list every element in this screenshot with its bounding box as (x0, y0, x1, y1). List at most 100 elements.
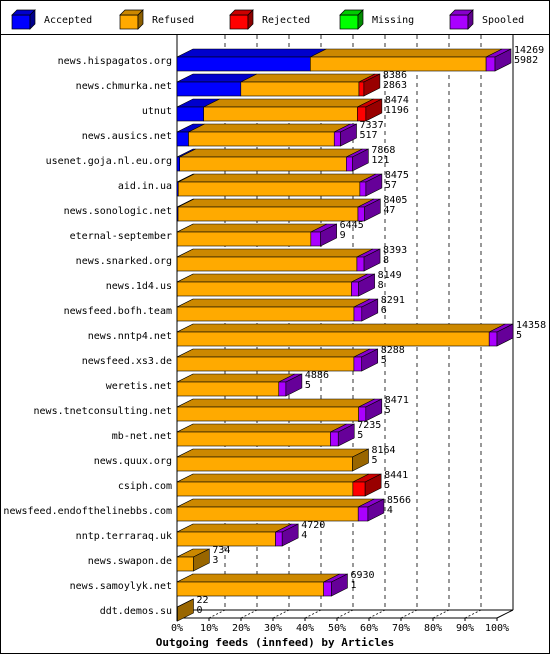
bar-refused-weretis-net-top (176, 373, 295, 383)
bar-refused-newsfeed-endofthelinebbs-com-top (176, 498, 375, 508)
category-label-news-quux-org: news.quux.org (94, 456, 172, 467)
bar-refused-news-sonologic-net (177, 206, 359, 222)
bar-rejected-utnut-side (365, 98, 383, 122)
x-tick-label-9: 90% (456, 623, 474, 634)
value-label-accepted-news-nntp4-net: 5 (516, 330, 522, 341)
bar-refused-ddt-demos-su-side (177, 598, 194, 622)
bar-accepted-news-hispagatos-org (176, 56, 311, 72)
bar-spooled-news-tnetconsulting-net (358, 406, 367, 422)
value-label-offered-newsfeed-bofh-team: 8291 (381, 295, 405, 306)
bar-refused-news-ausics-net (188, 131, 335, 147)
bar-refused-news-tnetconsulting-net (176, 406, 359, 422)
bar-refused-news-chmurka-net (240, 81, 360, 97)
legend-label-rejected: Rejected (262, 15, 310, 26)
bar-spooled-news-samoylyk-net (323, 581, 332, 597)
category-label-news-swapon-de: news.swapon.de (88, 556, 172, 567)
bar-refused-news-1d4-us (176, 281, 352, 297)
x-tick-label-4: 40% (296, 623, 314, 634)
category-label-news-1d4-us: news.1d4.us (106, 281, 172, 292)
bar-spooled-aid-in-ua-side (365, 173, 383, 197)
grid-floor-70 (400, 609, 418, 619)
x-tick-label-5: 50% (328, 623, 346, 634)
legend-swatch-accepted (11, 14, 31, 30)
bar-refused-weretis-net (176, 381, 280, 397)
category-label-eternal-september: eternal-september (70, 231, 172, 242)
bar-refused-news-samoylyk-net (176, 581, 324, 597)
bar-refused-aid-in-ua-top (178, 173, 377, 183)
bar-refused-news-quux-org-top (176, 448, 369, 458)
bar-refused-news-sonologic-net-top (177, 198, 375, 208)
value-label-accepted-nntp-terraraq-uk: 4 (301, 530, 307, 541)
bar-refused-utnut-top (203, 98, 374, 108)
grid-floor-40 (304, 609, 322, 619)
bar-refused-news-nntp4-net (176, 331, 490, 347)
bar-spooled-mb-net-net-side (337, 423, 355, 447)
bar-refused-news-snarked-org (176, 256, 358, 272)
value-label-accepted-news-tnetconsulting-net: 5 (385, 405, 391, 416)
category-label-weretis-net: weretis.net (106, 381, 172, 392)
value-label-offered-nntp-terraraq-uk: 4720 (301, 520, 325, 531)
x-tick-label-1: 10% (200, 623, 218, 634)
bar-refused-news-quux-org-side (352, 448, 369, 472)
x-axis-label: Outgoing feeds (innfeed) by Articles (156, 636, 394, 649)
bar-refused-newsfeed-xs3-de (176, 356, 355, 372)
value-label-accepted-news-sonologic-net: 47 (383, 205, 395, 216)
bar-spooled-usenet-goja-nl-eu-org (346, 156, 353, 172)
bar-spooled-newsfeed-xs3-de (353, 356, 363, 372)
bar-spooled-usenet-goja-nl-eu-org-side (352, 148, 369, 172)
value-label-accepted-usenet-goja-nl-eu-org: 121 (371, 155, 389, 166)
bar-refused-utnut (203, 106, 358, 122)
category-label-news-ausics-net: news.ausics.net (82, 131, 172, 142)
bar-refused-newsfeed-xs3-de-top (176, 348, 371, 358)
legend-item-rejected: Rejected (229, 9, 310, 30)
legend-swatch-rejected (229, 14, 249, 30)
bar-spooled-weretis-net-side (285, 373, 303, 397)
category-label-newsfeed-endofthelinebbs-com: newsfeed.endofthelinebbs.com (3, 506, 172, 517)
bar-spooled-news-tnetconsulting-net-side (365, 398, 383, 422)
bar-spooled-news-snarked-org-side (363, 248, 381, 272)
legend-item-refused: Refused (119, 9, 194, 30)
bar-spooled-newsfeed-bofh-team-side (361, 298, 379, 322)
bar-spooled-news-1d4-us (351, 281, 359, 297)
bar-spooled-weretis-net (278, 381, 287, 397)
bar-refused-csiph-com (176, 481, 354, 497)
legend-label-refused: Refused (152, 15, 194, 26)
bar-refused-mb-net-net (176, 431, 331, 447)
value-label-accepted-news-ausics-net: 517 (360, 130, 378, 141)
category-label-news-nntp4-net: news.nntp4.net (88, 331, 172, 342)
value-label-offered-news-nntp4-net: 14358 (516, 320, 546, 331)
bar-refused-news-chmurka-net-top (240, 73, 376, 83)
value-label-offered-news-swapon-de: 734 (212, 545, 230, 556)
bar-refused-news-swapon-de (176, 556, 194, 572)
bar-spooled-newsfeed-endofthelinebbs-com-side (367, 498, 385, 522)
bar-accepted-utnut (176, 106, 204, 122)
value-label-offered-eternal-september: 6445 (340, 220, 364, 231)
bar-spooled-news-sonologic-net (357, 206, 365, 222)
value-label-accepted-news-samoylyk-net: 1 (350, 580, 356, 591)
bar-refused-mb-net-net-top (176, 423, 347, 433)
bar-rejected-csiph-com (352, 481, 366, 497)
legend-item-accepted: Accepted (11, 9, 92, 30)
bar-spooled-newsfeed-bofh-team (353, 306, 363, 322)
bar-spooled-news-nntp4-net (488, 331, 498, 347)
bar-spooled-news-ausics-net (333, 131, 341, 147)
bars: 1426959828386286384741196733751778681218… (176, 45, 546, 622)
value-label-offered-news-tnetconsulting-net: 8471 (385, 395, 409, 406)
bar-spooled-newsfeed-xs3-de-side (361, 348, 379, 372)
bar-refused-news-snarked-org-top (177, 248, 374, 258)
bar-spooled-nntp-terraraq-uk-side (281, 523, 299, 547)
x-axis: 0% 10% 20% 30% 40% 50% 60% 70% 80% 90% 100% (171, 618, 509, 634)
bar-spooled-news-ausics-net-side (340, 123, 357, 147)
value-label-accepted-news-swapon-de: 3 (212, 555, 218, 566)
legend-item-spooled: Spooled (449, 9, 524, 30)
category-label-news-sonologic-net: news.sonologic.net (64, 206, 172, 217)
bar-rejected-csiph-com-side (364, 473, 382, 497)
bar-spooled-news-samoylyk-net-side (331, 573, 348, 597)
